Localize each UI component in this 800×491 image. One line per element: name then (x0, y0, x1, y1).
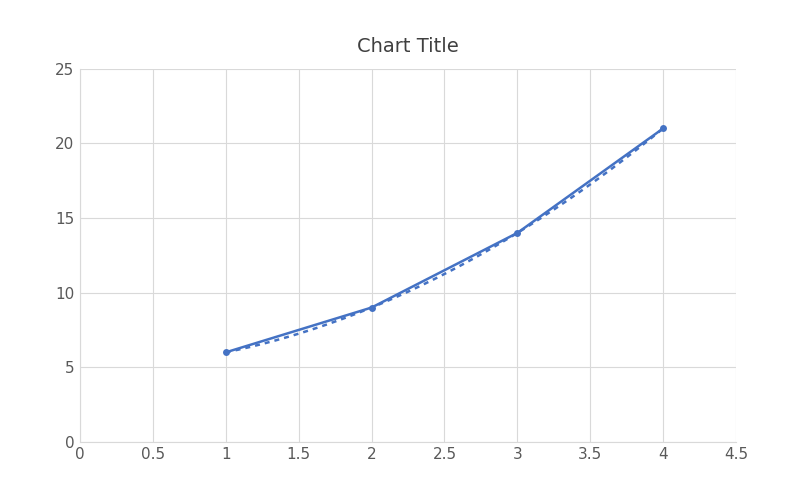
Title: Chart Title: Chart Title (357, 37, 459, 56)
